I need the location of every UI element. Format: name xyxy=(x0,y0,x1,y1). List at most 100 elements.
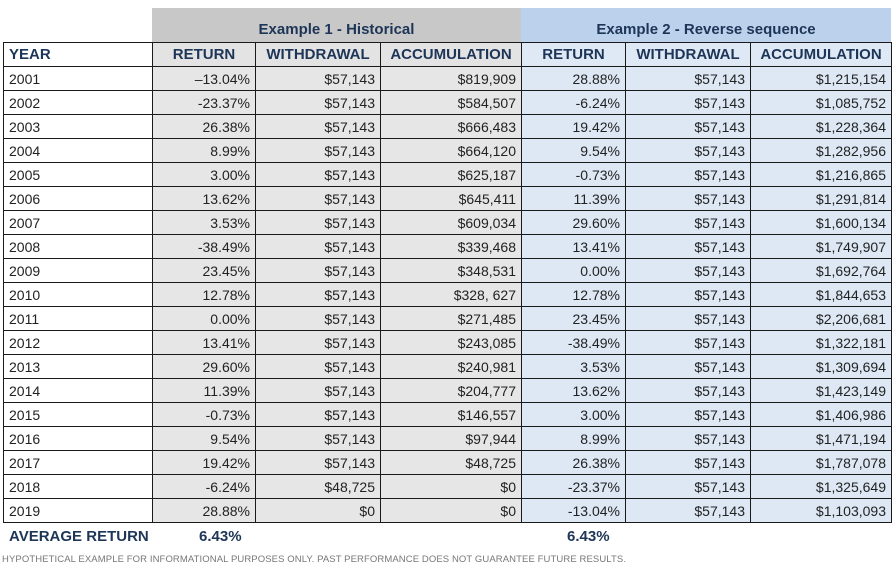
table-row: 2017 19.42% $57,143 $48,725 26.38% $57,143 $1,… xyxy=(3,450,892,475)
table-row: 2018 -6.24% $48,725 $0 -23.37% $57,143 $1,325,… xyxy=(3,474,892,499)
ex2-accumulation-cell: $1,228,364 xyxy=(750,114,892,139)
ex2-withdrawal-cell: $57,143 xyxy=(625,138,751,163)
ex1-return-cell: 9.54% xyxy=(152,426,256,451)
ex2-withdrawal-cell: $57,143 xyxy=(625,306,751,331)
ex1-return-cell: -0.73% xyxy=(152,402,256,427)
disclaimer-text: HYPOTHETICAL EXAMPLE FOR INFORMATIONAL P… xyxy=(2,554,627,565)
ex1-withdrawal-cell: $0 xyxy=(255,498,381,523)
table-row: 2007 3.53% $57,143 $609,034 29.60% $57,143 $1,… xyxy=(3,210,892,235)
table-row: 2008 -38.49% $57,143 $339,468 13.41% $57,143 $… xyxy=(3,234,892,259)
table-row: 2003 26.38% $57,143 $666,483 19.42% $57,143 $1… xyxy=(3,114,892,139)
ex1-accumulation-cell: $97,944 xyxy=(380,426,522,451)
ex2-accumulation-cell: $1,282,956 xyxy=(750,138,892,163)
year-cell: 2001 xyxy=(3,66,153,91)
ex1-withdrawal-cell: $57,143 xyxy=(255,114,381,139)
ex2-withdrawal-cell: $57,143 xyxy=(625,114,751,139)
ex1-return-cell: 8.99% xyxy=(152,138,256,163)
ex2-return-cell: 3.00% xyxy=(521,402,626,427)
ex1-withdrawal-cell: $57,143 xyxy=(255,162,381,187)
year-cell: 2009 xyxy=(3,258,153,283)
ex1-return-cell: 0.00% xyxy=(152,306,256,331)
ex1-accumulation-header: ACCUMULATION xyxy=(380,42,522,67)
ex1-withdrawal-cell: $57,143 xyxy=(255,66,381,91)
year-cell: 2017 xyxy=(3,450,153,475)
table-row: 2010 12.78% $57,143 $328, 627 12.78% $57,143 $… xyxy=(3,282,892,307)
table-row: 2001 –13.04% $57,143 $819,909 28.88% $57,143 $… xyxy=(3,66,892,91)
ex2-return-cell: 0.00% xyxy=(521,258,626,283)
ex1-withdrawal-cell: $57,143 xyxy=(255,210,381,235)
ex1-return-cell: 19.42% xyxy=(152,450,256,475)
ex2-withdrawal-cell: $57,143 xyxy=(625,498,751,523)
ex2-accumulation-cell: $1,423,149 xyxy=(750,378,892,403)
year-cell: 2004 xyxy=(3,138,153,163)
year-cell: 2018 xyxy=(3,474,153,499)
year-cell: 2016 xyxy=(3,426,153,451)
example1-group-header: Example 1 - Historical xyxy=(152,8,521,42)
ex2-withdrawal-cell: $57,143 xyxy=(625,426,751,451)
ex2-return-cell: 28.88% xyxy=(521,66,626,91)
ex2-accumulation-cell: $1,291,814 xyxy=(750,186,892,211)
table-row: 2014 11.39% $57,143 $204,777 13.62% $57,143 $1… xyxy=(3,378,892,403)
ex1-withdrawal-cell: $57,143 xyxy=(255,258,381,283)
ex2-return-cell: 19.42% xyxy=(521,114,626,139)
ex1-accumulation-cell: $0 xyxy=(380,498,522,523)
ex2-accumulation-cell: $1,215,154 xyxy=(750,66,892,91)
ex1-return-cell: 3.53% xyxy=(152,210,256,235)
ex1-withdrawal-cell: $57,143 xyxy=(255,426,381,451)
year-cell: 2002 xyxy=(3,90,153,115)
ex1-withdrawal-cell: $57,143 xyxy=(255,354,381,379)
ex2-return-cell: 23.45% xyxy=(521,306,626,331)
ex2-accumulation-cell: $1,309,694 xyxy=(750,354,892,379)
ex1-return-cell: -23.37% xyxy=(152,90,256,115)
ex1-accumulation-cell: $609,034 xyxy=(380,210,522,235)
ex2-return-cell: 3.53% xyxy=(521,354,626,379)
ex1-return-cell: 13.41% xyxy=(152,330,256,355)
ex1-withdrawal-cell: $57,143 xyxy=(255,234,381,259)
ex1-accumulation-cell: $146,557 xyxy=(380,402,522,427)
ex1-withdrawal-cell: $57,143 xyxy=(255,378,381,403)
year-header: YEAR xyxy=(3,42,153,67)
ex1-withdrawal-cell: $48,725 xyxy=(255,474,381,499)
year-cell: 2019 xyxy=(3,498,153,523)
ex2-return-cell: 8.99% xyxy=(521,426,626,451)
ex1-accumulation-cell: $625,187 xyxy=(380,162,522,187)
ex2-withdrawal-cell: $57,143 xyxy=(625,354,751,379)
table-row: 2013 29.60% $57,143 $240,981 3.53% $57,143 $1,… xyxy=(3,354,892,379)
average-return-row: AVERAGE RETURN 6.43% 6.43% xyxy=(0,523,894,551)
column-header-row: YEAR RETURN WITHDRAWAL ACCUMULATION RETU… xyxy=(3,42,892,67)
ex1-return-cell: 3.00% xyxy=(152,162,256,187)
ex2-accumulation-cell: $1,692,764 xyxy=(750,258,892,283)
ex2-return-cell: -0.73% xyxy=(521,162,626,187)
ex1-accumulation-cell: $584,507 xyxy=(380,90,522,115)
ex1-accumulation-cell: $666,483 xyxy=(380,114,522,139)
ex2-withdrawal-cell: $57,143 xyxy=(625,234,751,259)
year-cell: 2012 xyxy=(3,330,153,355)
ex2-average-return: 6.43% xyxy=(567,528,610,545)
ex1-withdrawal-cell: $57,143 xyxy=(255,402,381,427)
ex1-accumulation-cell: $664,120 xyxy=(380,138,522,163)
ex2-return-header: RETURN xyxy=(521,42,626,67)
ex2-withdrawal-cell: $57,143 xyxy=(625,90,751,115)
table-row: 2016 9.54% $57,143 $97,944 8.99% $57,143 $1,47… xyxy=(3,426,892,451)
ex2-return-cell: -13.04% xyxy=(521,498,626,523)
table-row: 2009 23.45% $57,143 $348,531 0.00% $57,143 $1,… xyxy=(3,258,892,283)
table-row: 2005 3.00% $57,143 $625,187 -0.73% $57,143 $1,… xyxy=(3,162,892,187)
ex1-return-cell: –13.04% xyxy=(152,66,256,91)
ex1-withdrawal-cell: $57,143 xyxy=(255,330,381,355)
year-cell: 2015 xyxy=(3,402,153,427)
returns-table: YEAR RETURN WITHDRAWAL ACCUMULATION RETU… xyxy=(3,42,892,523)
ex2-return-cell: 12.78% xyxy=(521,282,626,307)
table-body: 2001 –13.04% $57,143 $819,909 28.88% $57,143 $… xyxy=(3,66,892,523)
year-cell: 2013 xyxy=(3,354,153,379)
ex2-withdrawal-cell: $57,143 xyxy=(625,210,751,235)
ex1-accumulation-cell: $819,909 xyxy=(380,66,522,91)
ex2-withdrawal-cell: $57,143 xyxy=(625,330,751,355)
table-row: 2012 13.41% $57,143 $243,085 -38.49% $57,143 $… xyxy=(3,330,892,355)
table-row: 2006 13.62% $57,143 $645,411 11.39% $57,143 $1… xyxy=(3,186,892,211)
ex2-accumulation-cell: $1,844,653 xyxy=(750,282,892,307)
ex2-withdrawal-header: WITHDRAWAL xyxy=(625,42,751,67)
ex1-accumulation-cell: $339,468 xyxy=(380,234,522,259)
ex2-withdrawal-cell: $57,143 xyxy=(625,282,751,307)
ex1-accumulation-cell: $243,085 xyxy=(380,330,522,355)
ex2-accumulation-cell: $1,600,134 xyxy=(750,210,892,235)
